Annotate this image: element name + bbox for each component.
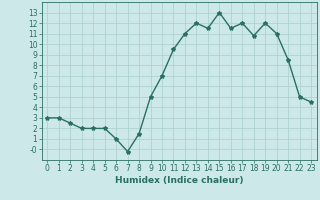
X-axis label: Humidex (Indice chaleur): Humidex (Indice chaleur) xyxy=(115,176,244,185)
